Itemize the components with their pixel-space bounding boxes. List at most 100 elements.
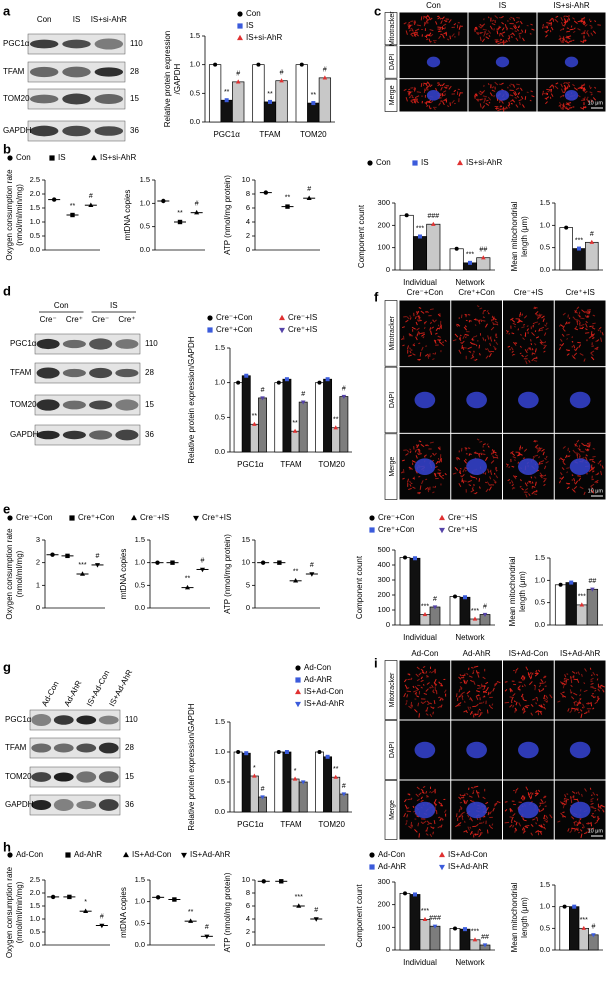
mito-signal [438, 339, 441, 342]
mito-signal [433, 820, 436, 825]
dot-point [263, 190, 269, 195]
lane-label: Cre⁻ [92, 315, 109, 324]
mito-signal [560, 16, 564, 21]
mito-signal [459, 334, 462, 337]
blot-band [31, 799, 52, 811]
mito-signal [452, 472, 457, 475]
mito-signal [410, 797, 413, 800]
mito-signal [402, 477, 405, 480]
mito-signal [597, 808, 601, 812]
mito-signal [558, 323, 562, 327]
bar [409, 557, 421, 626]
mito-signal [409, 480, 411, 483]
mito-signal [485, 36, 490, 40]
bar-point [564, 225, 569, 230]
mito-signal [565, 106, 569, 111]
mito-signal [440, 697, 444, 701]
protein-label: TOM20 [5, 772, 32, 781]
mito-signal [434, 678, 437, 684]
mito-signal [571, 816, 575, 820]
bar [298, 781, 308, 813]
mito-signal [420, 701, 424, 705]
mito-signal [543, 681, 547, 684]
mito-signal [596, 697, 600, 702]
mito-signal [461, 478, 463, 483]
column-label: IS+si-AhR [553, 1, 589, 10]
mito-signal [492, 479, 497, 483]
legend-marker [369, 864, 375, 870]
mito-signal [418, 317, 421, 320]
mito-signal [586, 312, 591, 314]
mito-signal [458, 471, 462, 475]
size-label: 110 [125, 715, 138, 724]
legend-label: Ad-Con [16, 850, 43, 859]
mito-signal [515, 37, 519, 42]
protein-label: PGC1α [3, 39, 30, 48]
mito-signal [429, 702, 432, 705]
mito-signal [444, 86, 448, 89]
mito-signal [500, 41, 503, 44]
mito-signal [582, 39, 585, 42]
blot-band [62, 66, 91, 78]
mito-signal [516, 28, 519, 32]
mito-signal [560, 681, 564, 685]
mito-signal [589, 787, 592, 790]
bar-point [572, 904, 577, 909]
panel-letter: c [374, 3, 381, 18]
mito-signal [583, 89, 587, 92]
bar-point [579, 602, 585, 607]
mito-signal [576, 823, 579, 827]
mito-signal [434, 332, 438, 335]
row-label: DAPI [389, 392, 396, 408]
mito-signal [401, 338, 404, 341]
y-tick-label: 1.0 [215, 378, 225, 387]
mito-signal [409, 347, 411, 350]
mito-signal [580, 40, 585, 44]
mito-signal [443, 98, 448, 102]
mito-signal [550, 93, 554, 98]
mito-signal [534, 481, 537, 486]
mito-signal [481, 38, 486, 43]
y-tick-label: 0.0 [535, 620, 545, 629]
y-tick-label: 1.5 [215, 343, 225, 352]
bar-point [292, 428, 298, 433]
bar [274, 382, 284, 453]
mito-signal [574, 310, 578, 314]
mito-signal [440, 20, 443, 25]
mito-signal [511, 350, 514, 353]
significance: # [342, 783, 346, 790]
mito-signal [405, 702, 408, 706]
mito-signal [457, 324, 461, 327]
mito-signal [532, 322, 535, 325]
mito-signal [408, 466, 412, 470]
significance: * [253, 765, 256, 772]
mito-signal [500, 32, 504, 38]
mito-signal [412, 344, 416, 347]
dot-point [285, 204, 290, 209]
legend-marker [7, 155, 13, 161]
mito-signal [525, 493, 528, 498]
mito-signal [596, 348, 599, 351]
mito-signal [594, 346, 599, 350]
mito-signal [535, 822, 537, 825]
dot-point [172, 897, 177, 902]
mito-signal [494, 472, 496, 475]
blot-band [62, 339, 86, 349]
mito-signal [516, 667, 519, 671]
mito-signal [562, 328, 566, 332]
mito-signal [592, 30, 597, 34]
mito-signal [477, 320, 481, 325]
mito-signal [485, 801, 489, 805]
mito-signal [526, 328, 529, 332]
mito-signal [569, 710, 572, 714]
mito-signal [581, 83, 586, 87]
mito-signal [559, 35, 561, 38]
micrograph [554, 300, 606, 367]
mito-signal [521, 488, 524, 491]
mito-signal [482, 453, 486, 455]
mito-signal [408, 354, 412, 357]
mito-signal [531, 95, 535, 98]
mito-signal [590, 331, 593, 335]
mito-signal [508, 18, 512, 21]
mito-signal [463, 679, 466, 684]
